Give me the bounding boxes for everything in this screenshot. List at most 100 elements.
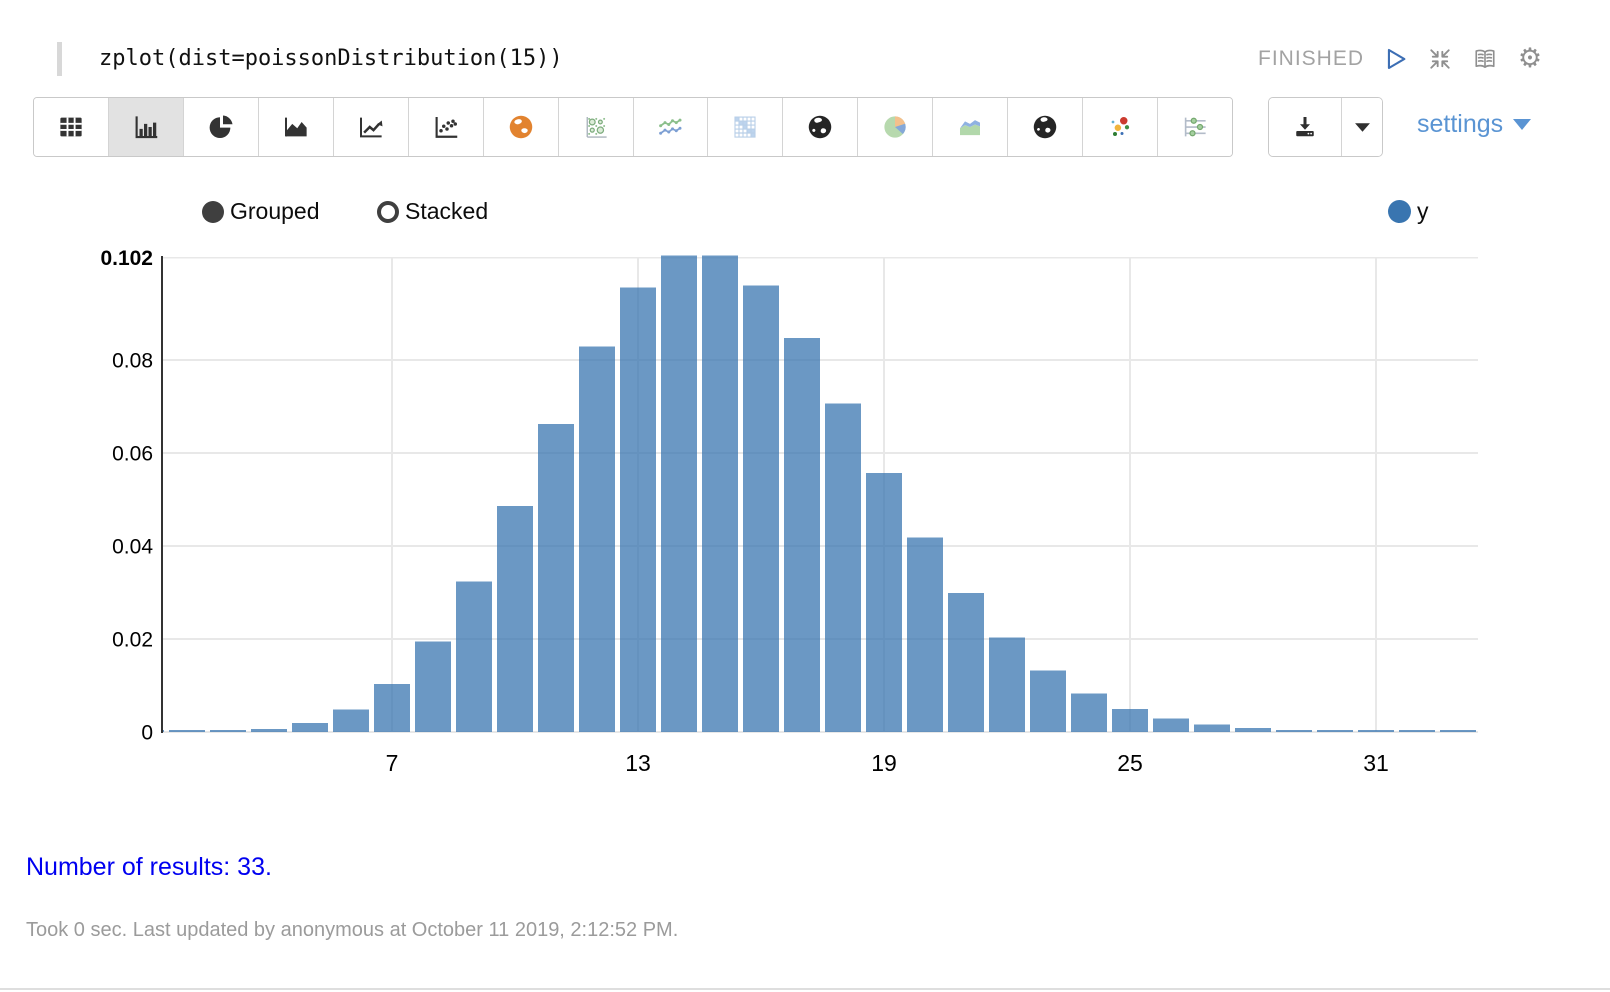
paragraph-code-editor[interactable]: zplot(dist=poissonDistribution(15)) xyxy=(99,46,563,71)
bar xyxy=(251,729,287,732)
area-pastel-icon xyxy=(960,120,981,136)
heatmap-icon xyxy=(734,116,756,138)
bar xyxy=(1235,728,1271,732)
legend-series-label: y xyxy=(1417,198,1429,224)
paragraph-settings-button[interactable]: ⚙ xyxy=(1516,45,1544,73)
scatter-color-icon xyxy=(1111,117,1130,136)
y-tick-label: 0.08 xyxy=(112,350,153,373)
bar xyxy=(1440,730,1476,732)
table-icon xyxy=(60,117,82,137)
chart-type-pie-chart-button[interactable] xyxy=(183,98,259,156)
chart-type-line-chart-button[interactable] xyxy=(333,98,409,156)
chart-type-pie-pastel-button[interactable] xyxy=(858,98,934,156)
radio-unselected-icon xyxy=(377,200,399,223)
bar xyxy=(1112,708,1148,732)
bar xyxy=(743,285,779,732)
chart-type-bubble-matrix-button[interactable] xyxy=(558,98,634,156)
paragraph-divider xyxy=(0,988,1610,990)
scatter-plot-icon xyxy=(435,117,457,138)
stacked-radio[interactable]: Stacked xyxy=(377,198,488,225)
chart-type-scatter-color-button[interactable] xyxy=(1083,98,1159,156)
download-options-button[interactable] xyxy=(1342,98,1382,156)
x-tick-label: 19 xyxy=(871,750,897,776)
chart-type-bar-chart-button[interactable] xyxy=(108,98,184,156)
bar-chart-plot: 0 0.02 0.04 0.06 0.08 0.102 7 13 19 25 31 xyxy=(100,247,1478,776)
chart-type-globe-dark-2-button[interactable] xyxy=(1008,98,1084,156)
x-tick-label: 31 xyxy=(1363,750,1389,776)
pie-pastel-icon xyxy=(884,116,906,138)
y-tick-label: 0 xyxy=(141,722,153,745)
chart-type-range-slider-button[interactable] xyxy=(1158,98,1232,156)
collapse-button[interactable] xyxy=(1426,45,1454,73)
collapse-arrows-icon xyxy=(1430,49,1450,69)
chart-type-globe-dark-button[interactable] xyxy=(783,98,859,156)
bar xyxy=(702,255,738,732)
bar xyxy=(1194,724,1230,732)
bar xyxy=(210,730,246,732)
bar xyxy=(1358,730,1394,732)
globe-dark-icon xyxy=(809,115,832,139)
grouped-radio[interactable]: Grouped xyxy=(202,198,320,225)
bar xyxy=(989,637,1025,732)
y-tick-label: 0.02 xyxy=(112,629,153,652)
download-button[interactable] xyxy=(1269,98,1342,156)
bar xyxy=(907,537,943,732)
legend-series-color-icon xyxy=(1388,200,1411,223)
download-button-group xyxy=(1268,97,1383,157)
settings-link[interactable]: settings xyxy=(1417,110,1532,139)
multi-line-chart-icon xyxy=(659,118,682,135)
chart-type-multi-line-chart-button[interactable] xyxy=(633,98,709,156)
bar xyxy=(1071,693,1107,732)
chart-type-globe-orange-button[interactable] xyxy=(483,98,559,156)
book-icon xyxy=(1475,49,1495,68)
paragraph-controls: FINISHED ⚙ xyxy=(1258,42,1544,76)
y-tick-label: 0.102 xyxy=(100,247,153,270)
bar xyxy=(169,730,205,732)
legend-item-y[interactable]: y xyxy=(1388,198,1429,225)
pie-chart-icon xyxy=(209,115,233,138)
bar xyxy=(538,423,574,732)
run-button[interactable] xyxy=(1381,45,1409,73)
x-tick-label: 25 xyxy=(1117,750,1143,776)
y-tick-label: 0.06 xyxy=(112,443,153,466)
chart-type-scatter-plot-button[interactable] xyxy=(408,98,484,156)
chart-type-toolbar xyxy=(33,97,1233,157)
bar xyxy=(415,641,451,732)
x-tick-label: 13 xyxy=(625,750,651,776)
settings-caret-icon xyxy=(1513,119,1532,130)
chart-type-area-pastel-button[interactable] xyxy=(933,98,1009,156)
bar xyxy=(661,255,697,732)
caret-down-icon xyxy=(1354,122,1370,132)
bar xyxy=(620,287,656,732)
bar xyxy=(1153,718,1189,732)
chart-type-area-chart-button[interactable] xyxy=(258,98,334,156)
bubble-matrix-icon xyxy=(586,117,607,138)
bar xyxy=(497,505,533,732)
bar xyxy=(948,593,984,732)
area-chart-icon xyxy=(284,117,307,137)
gear-icon: ⚙ xyxy=(1517,43,1543,74)
bar xyxy=(784,337,820,732)
chart-type-table-button[interactable] xyxy=(34,98,109,156)
radio-selected-icon xyxy=(202,200,224,223)
bar xyxy=(1399,730,1435,732)
results-summary: Number of results: 33. xyxy=(26,853,272,881)
bar xyxy=(163,730,164,732)
status-badge: FINISHED xyxy=(1258,47,1365,70)
download-icon xyxy=(1296,117,1314,137)
bar xyxy=(456,581,492,732)
globe-dark-2-icon xyxy=(1033,115,1057,139)
bar xyxy=(292,722,328,732)
settings-label: settings xyxy=(1417,110,1504,138)
bar xyxy=(1030,670,1066,732)
x-tick-label: 7 xyxy=(386,750,399,776)
stacked-label: Stacked xyxy=(405,198,489,224)
line-chart-icon xyxy=(359,117,383,138)
report-view-button[interactable] xyxy=(1471,45,1499,73)
bar xyxy=(374,683,410,732)
code-gutter xyxy=(57,42,62,76)
bar xyxy=(825,403,861,732)
play-icon xyxy=(1387,48,1406,70)
chart-type-heatmap-button[interactable] xyxy=(708,98,784,156)
